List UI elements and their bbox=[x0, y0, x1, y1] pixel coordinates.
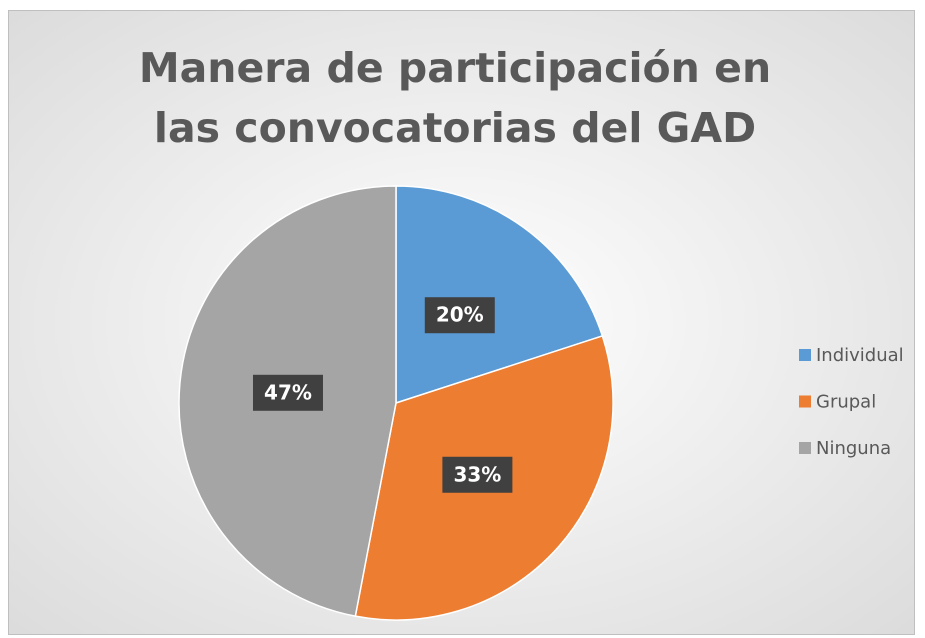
data-label-box bbox=[442, 456, 513, 493]
data-label-box bbox=[424, 297, 495, 334]
legend-swatch bbox=[799, 349, 811, 361]
legend-swatch bbox=[799, 442, 811, 454]
legend-label: Ninguna bbox=[816, 438, 891, 459]
data-label: 47% bbox=[264, 380, 312, 404]
data-label: 33% bbox=[453, 462, 501, 486]
pie-slice bbox=[395, 185, 604, 405]
legend-label: Individual bbox=[816, 345, 904, 366]
legend-label: Grupal bbox=[816, 392, 876, 413]
data-label-box bbox=[252, 374, 323, 411]
data-label: 20% bbox=[436, 303, 484, 327]
legend-swatch bbox=[799, 395, 811, 408]
chart-title: Manera de participación en las convocato… bbox=[138, 44, 772, 152]
